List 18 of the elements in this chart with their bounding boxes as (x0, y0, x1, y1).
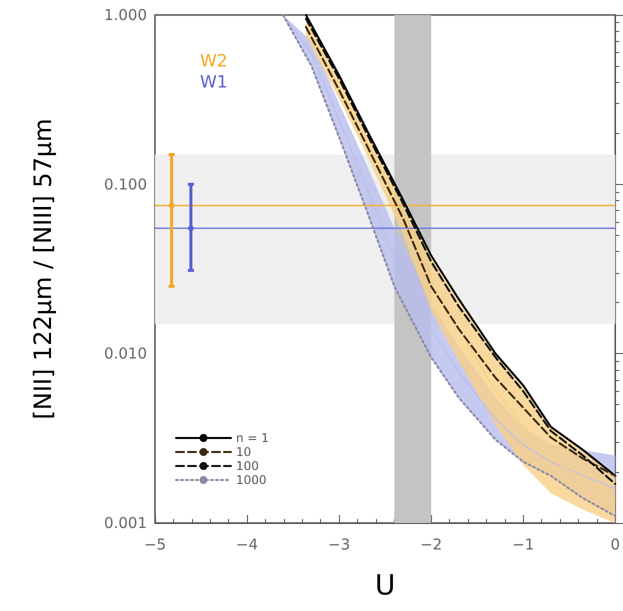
y-tick-label: 0.100 (104, 175, 147, 194)
x-tick-label: −1 (512, 536, 534, 554)
y-tick-label: 0.001 (104, 514, 147, 532)
legend-label: 1000 (236, 473, 267, 487)
x-tick-label: −5 (144, 536, 166, 554)
legend-label: 10 (236, 445, 252, 459)
x-tick-label: −2 (420, 536, 442, 554)
x-tick-label: −4 (236, 536, 258, 554)
text: W2 (200, 52, 228, 72)
y-tick-label: 0.010 (104, 344, 147, 363)
y-tick-label: 1.000 (104, 6, 147, 24)
y-axis-title: [NII] 122µm / [NIII] 57µm (29, 118, 57, 420)
x-tick-label: 0 (610, 536, 620, 554)
x-axis-title: U (374, 568, 396, 602)
legend-label: 100 (236, 459, 259, 473)
text: W1 (200, 72, 228, 92)
x-tick-label: −3 (328, 536, 350, 554)
legend-label: n = 1 (236, 431, 269, 445)
